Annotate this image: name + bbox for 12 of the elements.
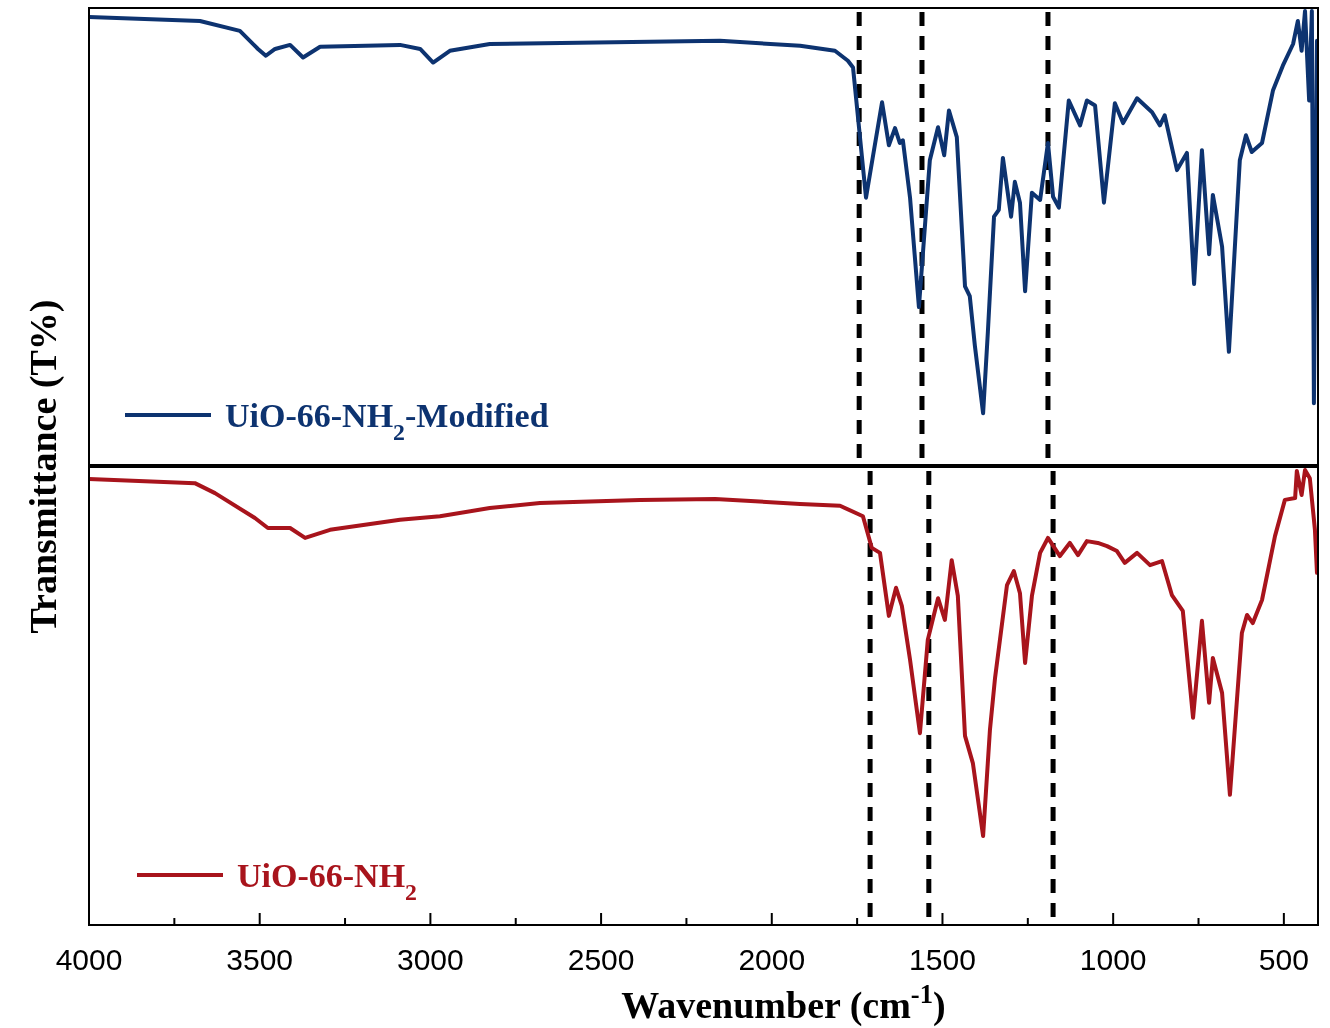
x-axis-title: Wavenumber (cm$^{-1}$) [621,979,946,1027]
x-tick-label: 3500 [226,943,294,976]
x-tick-label: 1000 [1079,943,1147,976]
x-tick-label: 1500 [909,943,976,976]
legend-label: UiO-66-NH$_{2}$-Modified [225,397,549,445]
x-tick-label: 3000 [397,943,464,976]
x-tick-label: 4000 [55,943,123,976]
x-tick-label: 500 [1258,943,1309,976]
legend-label: UiO-66-NH$_{2}$ [237,857,417,905]
y-axis-title: Transmittance (T%) [22,299,65,634]
x-tick-label: 2500 [567,943,635,976]
x-tick-label: 2000 [738,943,806,976]
